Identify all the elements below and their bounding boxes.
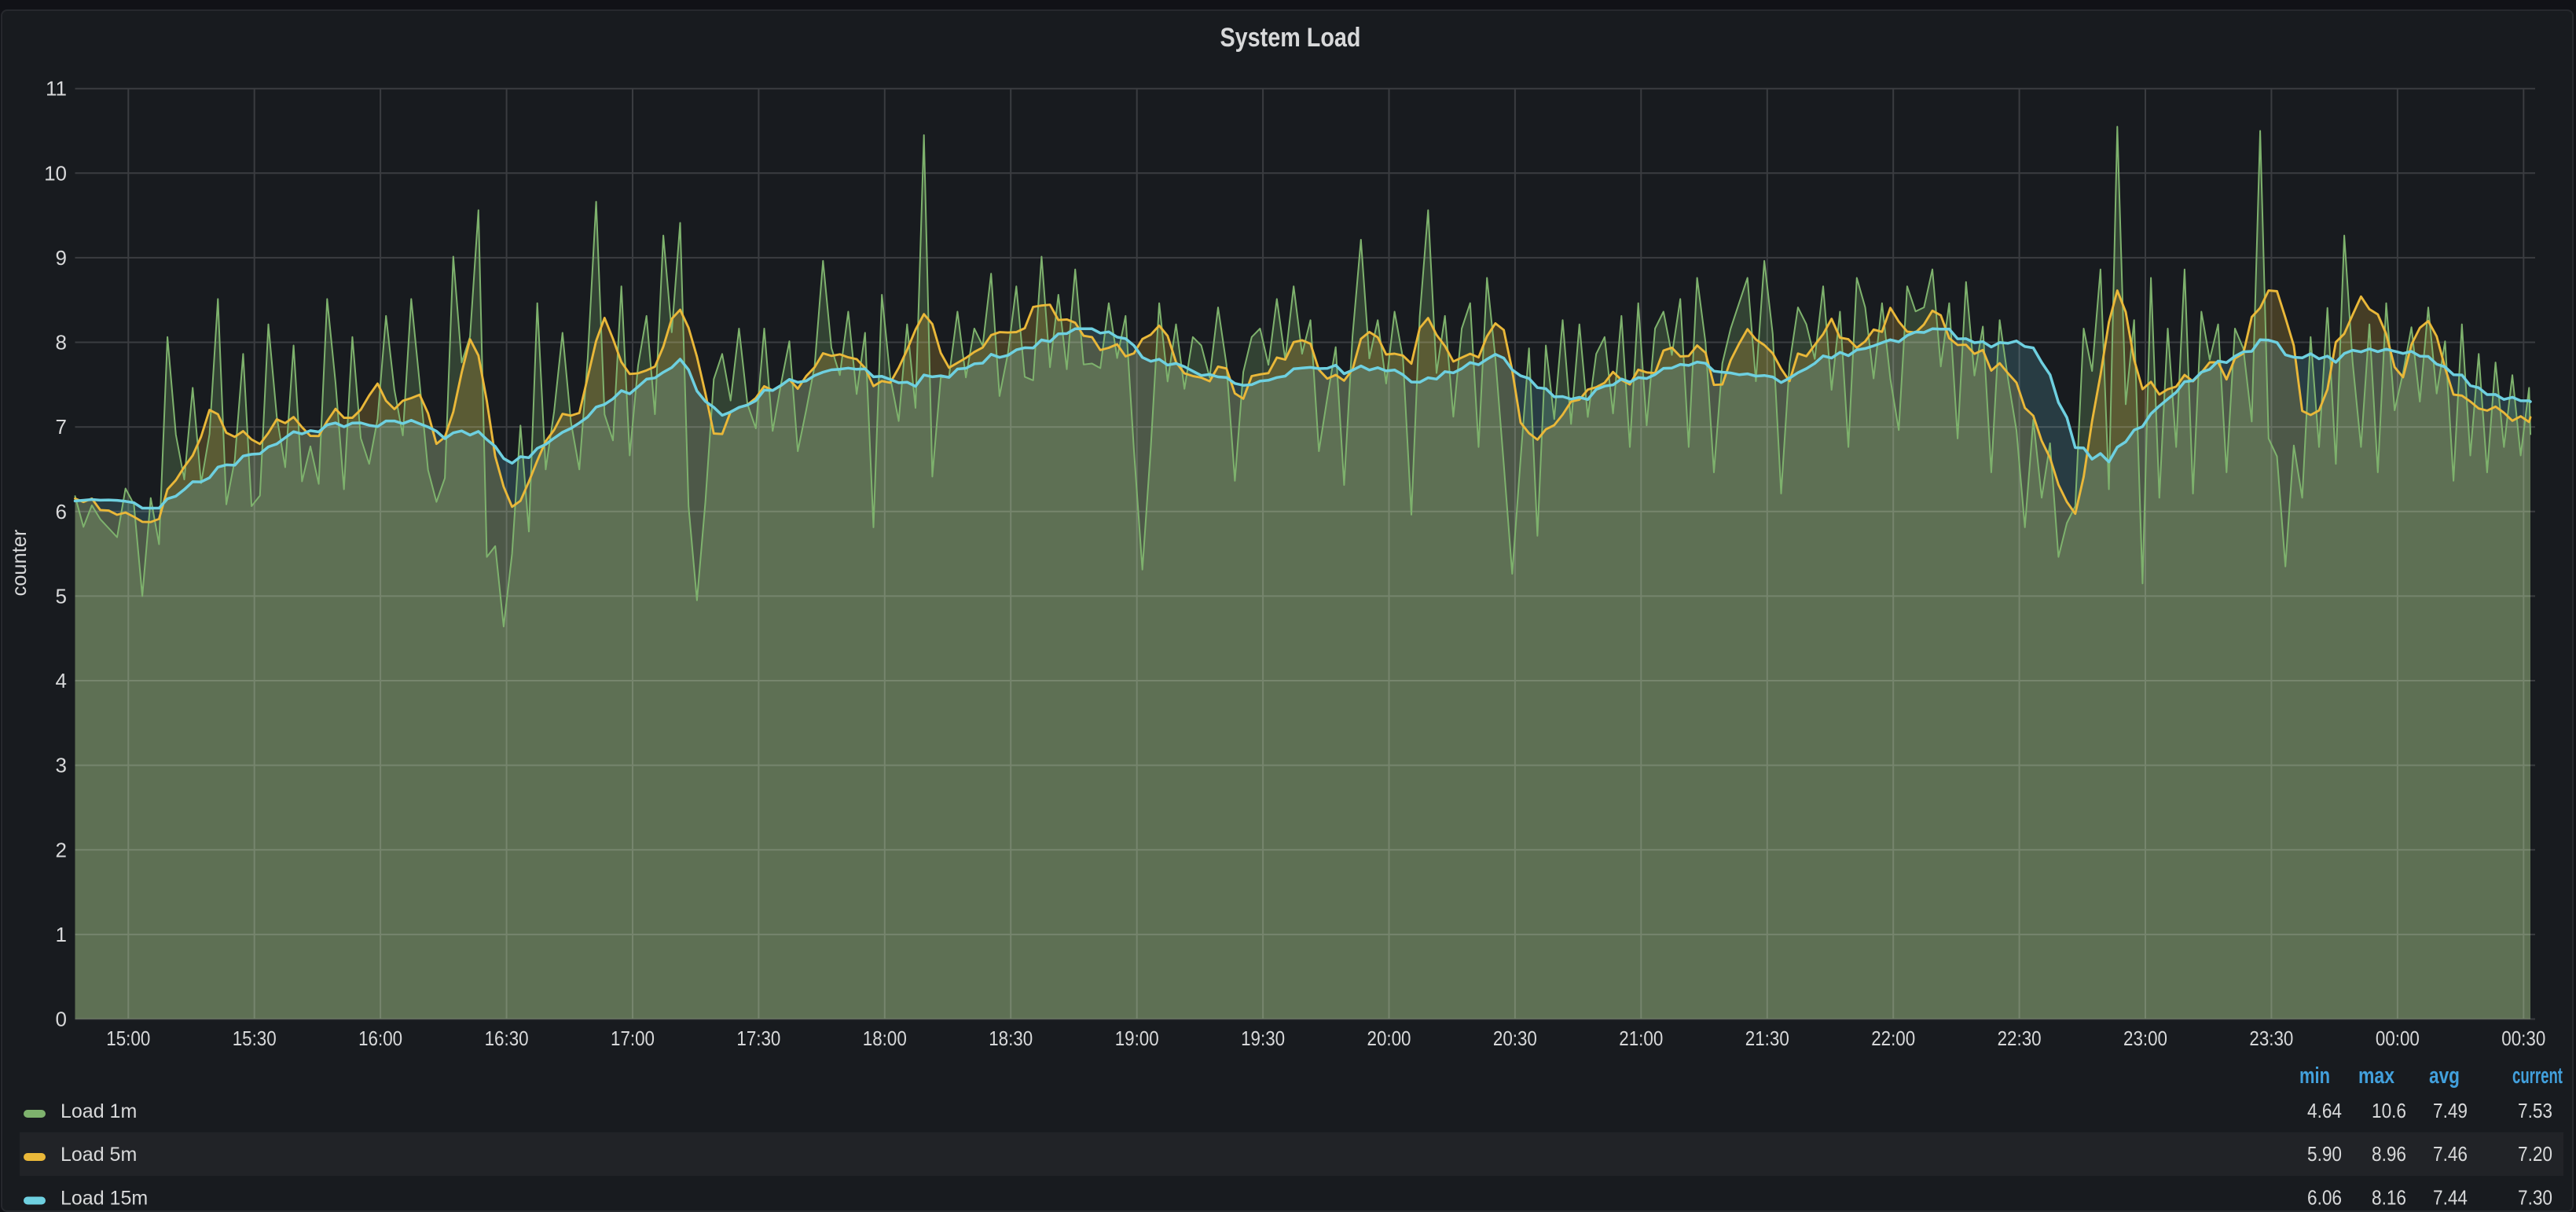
svg-text:18:00: 18:00 (863, 1027, 907, 1050)
svg-text:avg: avg (2429, 1063, 2460, 1089)
svg-text:Load 5m: Load 5m (61, 1144, 137, 1166)
svg-text:max: max (2358, 1063, 2394, 1089)
svg-text:7.49: 7.49 (2433, 1099, 2468, 1122)
svg-text:7.20: 7.20 (2518, 1142, 2552, 1166)
svg-text:7.44: 7.44 (2433, 1186, 2468, 1210)
svg-text:23:00: 23:00 (2123, 1027, 2167, 1050)
svg-text:7.30: 7.30 (2518, 1186, 2552, 1210)
svg-text:16:00: 16:00 (358, 1027, 402, 1050)
svg-text:20:30: 20:30 (1493, 1027, 1537, 1050)
svg-text:min: min (2299, 1063, 2330, 1089)
svg-text:System Load: System Load (1220, 23, 1361, 53)
svg-text:7.46: 7.46 (2433, 1142, 2468, 1166)
svg-text:15:00: 15:00 (106, 1027, 150, 1050)
svg-text:10: 10 (44, 161, 67, 185)
svg-text:5: 5 (56, 584, 67, 608)
svg-text:0: 0 (56, 1008, 67, 1031)
svg-text:00:00: 00:00 (2376, 1027, 2420, 1050)
svg-text:9: 9 (56, 246, 67, 270)
svg-text:21:30: 21:30 (1745, 1027, 1789, 1050)
svg-text:3: 3 (56, 754, 67, 777)
svg-text:5.90: 5.90 (2307, 1142, 2342, 1166)
svg-text:19:30: 19:30 (1241, 1027, 1285, 1050)
svg-text:23:30: 23:30 (2249, 1027, 2293, 1050)
svg-text:Load 15m: Load 15m (61, 1188, 148, 1210)
svg-text:7: 7 (56, 415, 67, 439)
svg-text:00:30: 00:30 (2501, 1027, 2545, 1050)
svg-text:10.6: 10.6 (2372, 1099, 2406, 1122)
svg-text:7.53: 7.53 (2518, 1099, 2552, 1122)
svg-text:4.64: 4.64 (2307, 1099, 2342, 1122)
svg-text:17:00: 17:00 (611, 1027, 655, 1050)
svg-text:11: 11 (46, 77, 67, 101)
svg-text:19:00: 19:00 (1115, 1027, 1159, 1050)
svg-text:6: 6 (56, 500, 67, 523)
svg-text:21:00: 21:00 (1619, 1027, 1663, 1050)
svg-text:22:00: 22:00 (1871, 1027, 1915, 1050)
svg-text:18:30: 18:30 (989, 1027, 1033, 1050)
svg-text:22:30: 22:30 (1998, 1027, 2042, 1050)
svg-text:8.16: 8.16 (2372, 1186, 2406, 1210)
svg-text:Load 1m: Load 1m (61, 1100, 137, 1122)
svg-text:2: 2 (56, 838, 67, 861)
svg-text:8.96: 8.96 (2372, 1142, 2406, 1166)
svg-text:16:30: 16:30 (485, 1027, 529, 1050)
svg-text:4: 4 (56, 669, 67, 692)
svg-text:8: 8 (56, 331, 67, 354)
svg-text:1: 1 (56, 923, 67, 946)
svg-text:20:00: 20:00 (1367, 1027, 1411, 1050)
svg-text:15:30: 15:30 (233, 1027, 277, 1050)
svg-text:6.06: 6.06 (2307, 1186, 2342, 1210)
svg-text:current: current (2512, 1063, 2563, 1089)
svg-text:17:30: 17:30 (736, 1027, 780, 1050)
svg-text:counter: counter (7, 529, 31, 596)
